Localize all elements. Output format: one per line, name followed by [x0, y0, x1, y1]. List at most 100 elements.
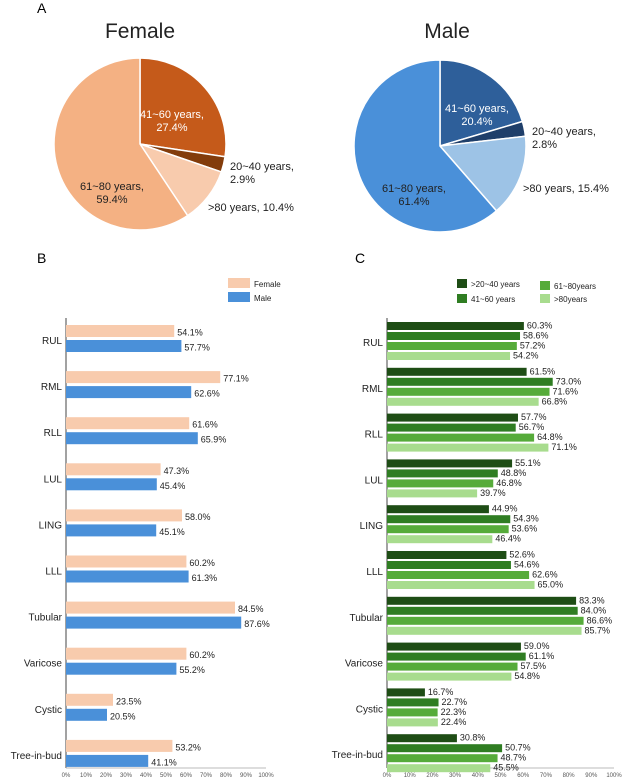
bar-value-label: 86.6% — [587, 615, 613, 625]
bar-80years — [387, 672, 512, 681]
female-pie-chart: Female 41~60 years,27.4% 20~40 years,2.9% >… — [53, 20, 294, 231]
bar-value-label: 48.8% — [501, 468, 527, 478]
x-tick-label: 80% — [563, 773, 576, 779]
category-label: Tree-in-bud — [11, 751, 62, 762]
pie-slice-label: 20~40 years, — [532, 126, 596, 138]
pie-slice-label: >80 years, 15.4% — [523, 183, 609, 195]
bar-80years — [387, 581, 535, 589]
bar-male — [66, 616, 242, 629]
bar-value-label: 61.5% — [530, 366, 556, 376]
bar-value-label: 62.6% — [194, 389, 220, 399]
bar-value-label: 85.7% — [585, 625, 611, 635]
bar-female — [66, 693, 113, 706]
bar-female — [66, 463, 161, 476]
legend-swatch — [540, 281, 550, 290]
pie-slice — [353, 59, 498, 233]
bar-41-60-years — [387, 332, 521, 340]
bar-value-label: 60.2% — [189, 558, 215, 568]
bar-value-label: 39.7% — [480, 488, 506, 498]
pie-slice-label: 61~80 years, — [382, 183, 446, 195]
pie-slice-value: 27.4% — [156, 122, 187, 134]
bar-61-80years — [387, 479, 494, 488]
legend-swatch — [228, 278, 250, 288]
x-tick-label: 30% — [449, 773, 462, 779]
panel-label-c: C — [355, 250, 365, 266]
bar-value-label: 50.7% — [505, 743, 531, 753]
pie-slice — [139, 57, 227, 158]
category-label: RML — [41, 382, 63, 393]
bar-value-label: 54.3% — [513, 514, 539, 524]
bar-male — [66, 570, 189, 583]
legend-swatch — [228, 292, 250, 302]
bar-value-label: 45.5% — [493, 763, 519, 773]
bar-41-60-years — [387, 423, 516, 432]
bar-61-80years — [387, 708, 438, 717]
pie-slice-value: 61.4% — [398, 196, 429, 208]
bar-value-label: 57.7% — [184, 343, 210, 353]
legend-swatch — [457, 279, 467, 288]
x-tick-label: 70% — [200, 773, 213, 779]
bar-61-80years — [387, 387, 550, 396]
bar-value-label: 46.4% — [495, 534, 521, 544]
x-tick-label: 10% — [80, 773, 93, 779]
x-tick-label: 20% — [100, 773, 113, 779]
bar-male — [66, 386, 192, 399]
bar-value-label: 41.1% — [151, 757, 177, 767]
bar-20-40-years — [387, 688, 425, 697]
bar-value-label: 84.5% — [238, 604, 264, 614]
bar-value-label: 56.7% — [519, 422, 545, 432]
pie-slice-value: 2.8% — [532, 139, 557, 151]
bar-male — [66, 432, 198, 445]
category-label: RML — [362, 384, 384, 395]
sex-bar-chart: 0% 10% 20% 30% 40% 50% 60% 70% 80% 90% 100% RUL 54.1… — [11, 278, 281, 779]
bar-male — [66, 524, 157, 537]
pie-slice-value: 20.4% — [461, 116, 492, 128]
bar-41-60-years — [387, 469, 498, 478]
bar-female — [66, 601, 235, 614]
bar-20-40-years — [387, 505, 489, 514]
x-tick-label: 100% — [258, 773, 274, 779]
bar-value-label: 57.7% — [521, 412, 547, 422]
bar-male — [66, 754, 149, 767]
bar-male — [66, 662, 177, 675]
bar-value-label: 46.8% — [496, 478, 522, 488]
category-label: Tubular — [28, 613, 62, 624]
bar-value-label: 16.7% — [428, 687, 454, 697]
bar-value-label: 84.0% — [581, 605, 607, 615]
legend-label: >80years — [554, 295, 587, 304]
bar-value-label: 55.1% — [515, 458, 541, 468]
bar-61-80years — [387, 571, 530, 579]
bar-61-80years — [387, 433, 535, 442]
legend-swatch — [457, 294, 467, 303]
x-tick-label: 50% — [160, 773, 173, 779]
bar-value-label: 47.3% — [164, 466, 190, 476]
bar-male — [66, 340, 182, 352]
bar-20-40-years — [387, 459, 513, 468]
x-tick-label: 40% — [472, 773, 485, 779]
category-label: LING — [360, 521, 384, 532]
bar-80years — [387, 718, 438, 727]
bar-value-label: 57.2% — [520, 341, 546, 351]
x-tick-label: 100% — [606, 773, 622, 779]
category-label: RUL — [363, 338, 383, 349]
bar-41-60-years — [387, 377, 553, 386]
bar-female — [66, 555, 187, 568]
bar-value-label: 54.2% — [513, 351, 539, 361]
bar-61-80years — [387, 342, 517, 350]
bar-value-label: 66.8% — [542, 396, 568, 406]
bar-female — [66, 371, 221, 384]
category-label: LUL — [44, 474, 63, 485]
bar-female — [66, 509, 182, 522]
pie-slice — [439, 59, 524, 148]
bar-value-label: 52.6% — [509, 550, 535, 560]
bar-value-label: 58.0% — [185, 512, 211, 522]
bar-80years — [387, 626, 582, 635]
category-label: LLL — [45, 567, 62, 578]
legend-label: 41~60 years — [471, 295, 515, 304]
male-pie-title: Male — [424, 20, 470, 43]
bar-20-40-years — [387, 642, 521, 651]
bar-male — [66, 708, 107, 721]
bar-41-60-years — [387, 698, 439, 707]
bar-80years — [387, 535, 493, 544]
